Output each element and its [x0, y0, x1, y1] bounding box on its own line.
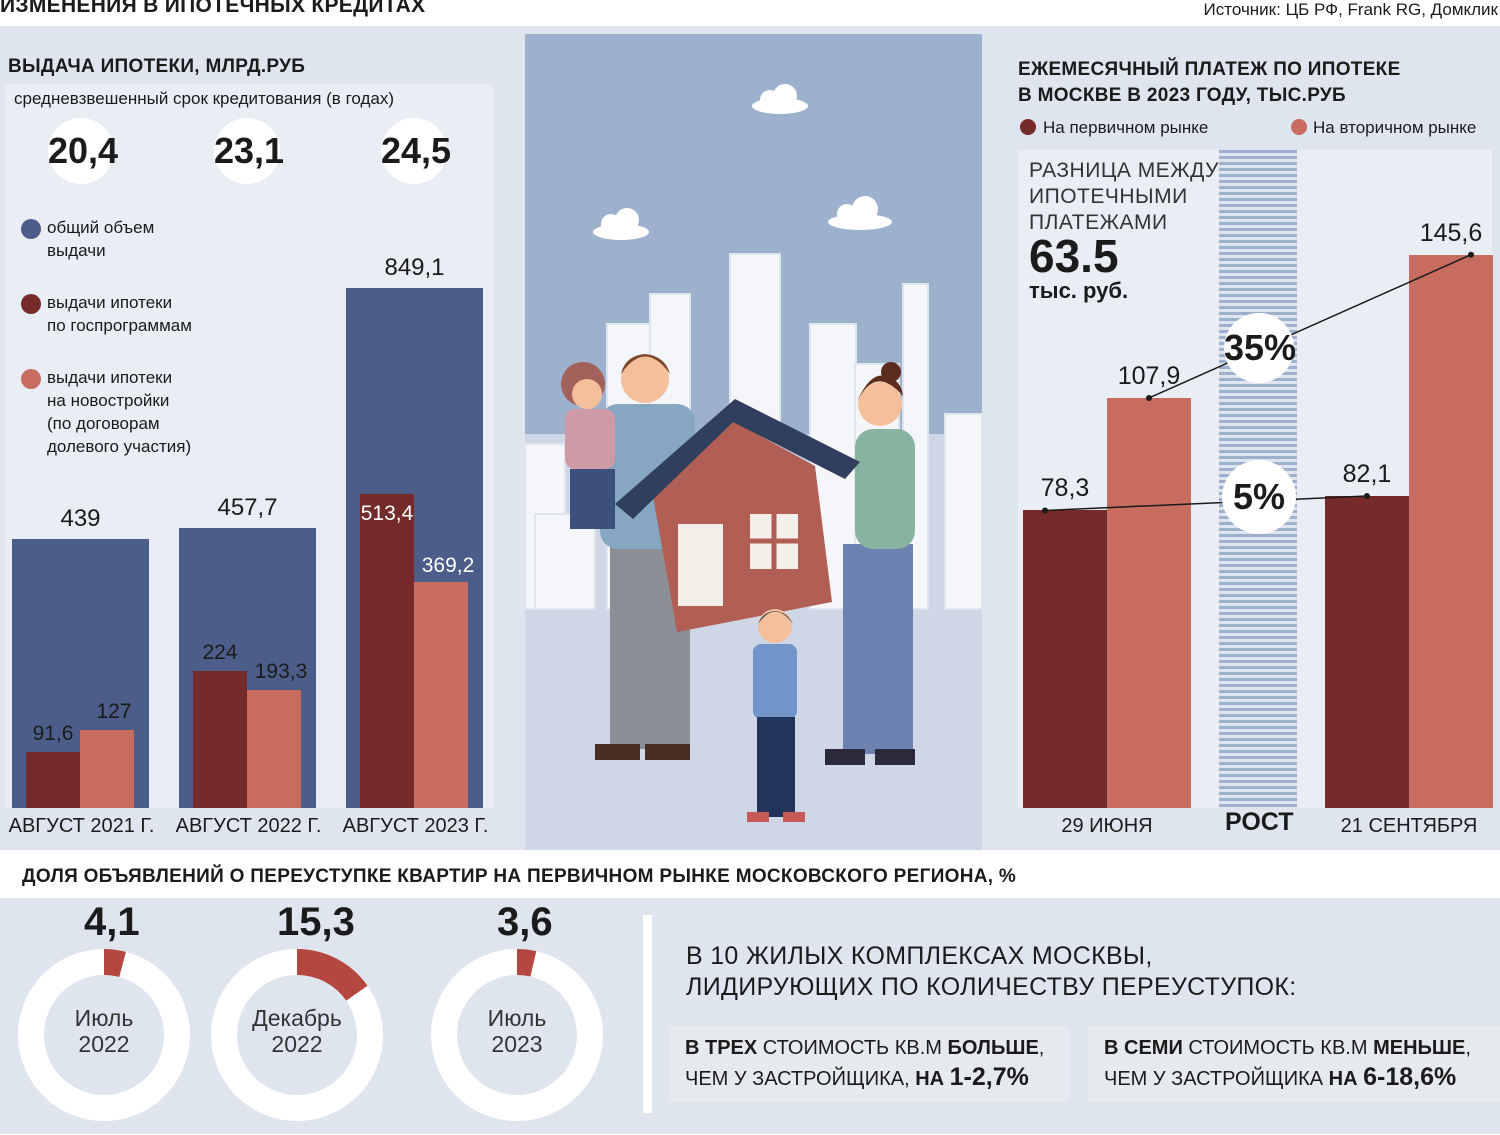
page-title: ИЗМЕНЕНИЯ В ИПОТЕЧНЫХ КРЕДИТАХ [0, 0, 426, 17]
resale-donut-charts: 4,1 Июль 2022 15,3 Декабрь 2022 3,6 Июль 2023 [0, 0, 650, 1134]
data-label: 369,2 [421, 553, 475, 577]
payment-difference-unit: тыс. руб. [1029, 278, 1129, 303]
growth-lines [1042, 251, 1474, 514]
data-label: 78,3 [1040, 474, 1090, 503]
data-label: 91,6 [32, 721, 74, 745]
term-subtitle: средневзвешенный срок кредитования (в го… [14, 89, 395, 108]
data-label: 145,6 [1419, 218, 1483, 247]
donut-value: 4,1 [84, 900, 140, 944]
line-point [1042, 507, 1048, 514]
term-value: 20,4 [48, 118, 118, 184]
bar-new [414, 581, 468, 808]
growth-badge-secondary: 35% [1224, 313, 1296, 383]
legend-swatch-new [21, 369, 41, 389]
section-divider [0, 850, 1500, 898]
legend-label-total: общий объем выдачи [47, 218, 155, 260]
mortgage-issuance-title: ВЫДАЧА ИПОТЕКИ, МЛРД.РУБ [8, 56, 306, 77]
family-figures [561, 354, 915, 822]
legend-swatch-total [21, 219, 41, 239]
data-label: 82,1 [1342, 460, 1392, 489]
cloud-icon [593, 208, 649, 240]
growth-badge-primary: 5% [1222, 460, 1296, 534]
legend-label-gov: выдачи ипотеки по госпрограммам [47, 293, 192, 335]
header-rule [0, 26, 1500, 34]
data-label: 849,1 [384, 253, 445, 281]
bar-gov [193, 670, 247, 808]
legend-swatch-secondary [1291, 119, 1307, 135]
info-box-lower-price: В СЕМИ СТОИМОСТЬ КВ.М МЕНЬШЕ, ЧЕМ У ЗАСТ… [1088, 1026, 1500, 1102]
donut-slice [431, 949, 603, 1121]
x-axis-label: АВГУСТ 2021 Г. [8, 815, 155, 837]
donut-slice [211, 949, 383, 1121]
x-axis-label: 21 СЕНТЯБРЯ [1340, 815, 1478, 837]
donut-value: 3,6 [497, 900, 553, 944]
bar-new [247, 689, 301, 808]
family-house-illustration [525, 84, 982, 850]
legend-label-primary: На первичном рынке [1043, 118, 1209, 137]
line-point [1364, 493, 1370, 500]
data-label: 193,3 [254, 659, 308, 683]
donut-chart [211, 949, 383, 1121]
x-axis-label: АВГУСТ 2023 Г. [342, 815, 489, 837]
resale-share-title: ДОЛЯ ОБЪЯВЛЕНИЙ О ПЕРЕУСТУПКЕ КВАРТИР НА… [22, 866, 1017, 887]
bottom-divider [643, 915, 652, 1113]
growth-line-secondary [1148, 254, 1472, 399]
monthly-payment-title: ЕЖЕМЕСЯЧНЫЙ ПЛАТЕЖ ПО ИПОТЕКЕ В МОСКВЕ В … [1018, 59, 1401, 106]
issuance-bar-chart: 439 91,6 127 АВГУСТ 2021 Г. 457,7 224 193,3 АВГ… [0, 0, 525, 850]
line-point [1468, 251, 1474, 258]
legend-label-new: выдачи ипотеки на новостройки (по договор… [47, 368, 192, 456]
payment-bar-chart: 78,3 107,9 29 ИЮНЯ 82,1 145,6 21 СЕНТЯБРЯ 35% 5… [1023, 218, 1493, 837]
cloud-icon [752, 84, 808, 114]
term-value: 23,1 [214, 118, 284, 184]
donut-label: Декабрь 2022 [252, 1005, 342, 1057]
info-box-higher-price: В ТРЕХ СТОИМОСТЬ КВ.М БОЛЬШЕ, ЧЕМ У ЗАСТ… [669, 1026, 1069, 1102]
donut-chart [18, 949, 190, 1121]
legend-label-secondary: На вторичном рынке [1313, 118, 1477, 137]
donut-label: Июль 2022 [74, 1005, 134, 1057]
donut-slice [18, 949, 190, 1121]
payment-difference-label: РАЗНИЦА МЕЖДУ ИПОТЕЧНЫМИ ПЛАТЕЖАМИ [1029, 159, 1219, 234]
line-point [1146, 394, 1152, 401]
legend-swatch-primary [1020, 119, 1036, 135]
x-axis-label: 29 ИЮНЯ [1061, 815, 1153, 837]
bar-secondary-market [1409, 254, 1493, 808]
data-label: 439 [60, 505, 101, 533]
growth-line-primary [1044, 495, 1368, 512]
donut-chart [431, 949, 603, 1121]
donut-label: Июль 2023 [487, 1005, 547, 1057]
term-value: 24,5 [381, 118, 451, 184]
data-label: 224 [202, 640, 238, 664]
bar-gov [360, 493, 414, 808]
data-label: 513,4 [360, 501, 414, 525]
donut-value: 15,3 [277, 900, 355, 944]
data-label: 457,7 [217, 493, 278, 521]
data-label: 127 [96, 700, 132, 724]
top-complexes-headline: В 10 ЖИЛЫХ КОМПЛЕКСАХ МОСКВЫ, ЛИДИРУЮЩИХ … [686, 942, 1297, 1001]
bar-secondary-market [1107, 397, 1191, 808]
bar-new [80, 730, 134, 808]
legend-swatch-gov [21, 294, 41, 314]
bar-primary-market [1023, 510, 1107, 808]
growth-axis-label: РОСТ [1225, 808, 1294, 836]
cloud-icon [828, 196, 892, 230]
bar-primary-market [1325, 496, 1409, 808]
x-axis-label: АВГУСТ 2022 Г. [175, 815, 322, 837]
payment-difference-value: 63.5 [1029, 230, 1119, 282]
data-label: 107,9 [1117, 361, 1181, 390]
source-note: Источник: ЦБ РФ, Frank RG, Домклик [1203, 0, 1498, 19]
bar-gov [26, 751, 80, 808]
